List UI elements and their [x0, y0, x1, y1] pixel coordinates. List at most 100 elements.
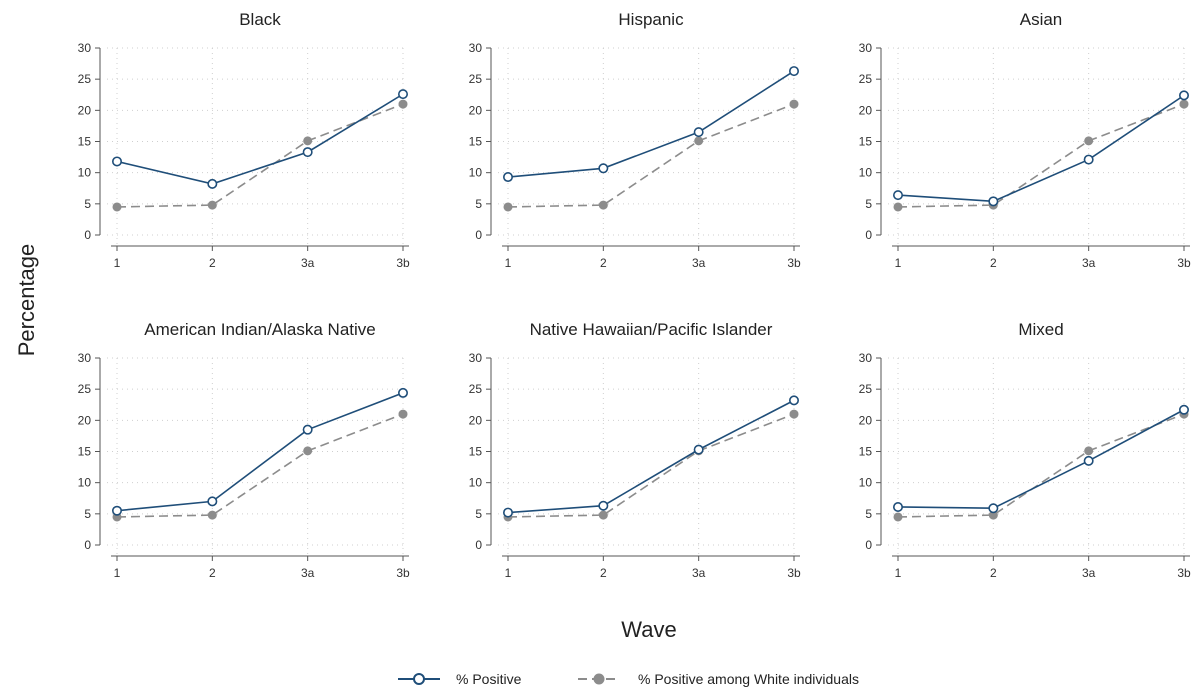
data-point-positive	[502, 507, 513, 518]
y-tick-label: 20	[78, 103, 92, 117]
y-tick-label: 10	[78, 476, 92, 490]
x-tick-label: 3b	[396, 566, 410, 580]
panel-title: Mixed	[1018, 320, 1063, 339]
data-point-white	[893, 202, 903, 212]
x-tick-label: 3a	[1082, 566, 1096, 580]
y-axis-title: Percentage	[14, 244, 39, 357]
data-point-white	[789, 409, 799, 419]
y-tick-label: 15	[78, 445, 92, 459]
data-point-white	[598, 510, 608, 520]
data-point-positive	[1179, 404, 1190, 415]
y-tick-label: 15	[78, 135, 92, 149]
data-point-white	[303, 136, 313, 146]
data-point-positive	[988, 196, 999, 207]
y-tick-label: 15	[469, 445, 483, 459]
data-point-positive	[788, 395, 799, 406]
data-point-positive	[892, 501, 903, 512]
series-line-positive	[507, 399, 795, 514]
series-line-white	[116, 413, 404, 518]
y-tick-label: 5	[84, 197, 91, 211]
data-point-white	[598, 200, 608, 210]
series-line-white	[116, 103, 404, 208]
y-tick-label: 0	[475, 228, 482, 242]
x-tick-label: 1	[505, 566, 512, 580]
series-line-white	[507, 413, 795, 518]
panel-3: American Indian/Alaska Native 0 5 10 15 20 25 3…	[78, 320, 410, 580]
y-tick-label: 0	[84, 538, 91, 552]
series-line-positive	[116, 93, 404, 185]
y-tick-label: 25	[78, 72, 92, 86]
data-point-positive	[598, 500, 609, 511]
y-tick-label: 25	[469, 382, 483, 396]
x-tick-label: 3b	[787, 566, 801, 580]
y-tick-label: 30	[859, 351, 873, 365]
data-point-positive	[112, 505, 123, 516]
data-point-positive	[693, 127, 704, 138]
data-point-positive	[397, 387, 408, 398]
data-point-white	[398, 409, 408, 419]
data-point-white	[1084, 446, 1094, 456]
y-tick-label: 20	[469, 413, 483, 427]
y-tick-label: 10	[859, 476, 873, 490]
data-point-positive	[1083, 154, 1094, 165]
y-tick-label: 0	[475, 538, 482, 552]
x-tick-label: 1	[114, 566, 121, 580]
series-line-white	[897, 103, 1185, 208]
data-point-positive	[397, 89, 408, 100]
data-point-white	[503, 202, 513, 212]
data-point-positive	[112, 156, 123, 167]
legend-marker-white	[593, 673, 605, 685]
y-tick-label: 20	[78, 413, 92, 427]
y-tick-label: 25	[859, 72, 873, 86]
data-point-positive	[988, 503, 999, 514]
panel-4: Native Hawaiian/Pacific Islander 0 5 10 15 20…	[469, 320, 801, 580]
y-tick-label: 5	[865, 197, 872, 211]
data-point-positive	[207, 496, 218, 507]
panel-title: Hispanic	[618, 10, 684, 29]
x-tick-label: 3b	[396, 256, 410, 270]
x-tick-label: 2	[990, 566, 997, 580]
y-tick-label: 10	[469, 476, 483, 490]
x-tick-label: 3b	[1177, 566, 1191, 580]
x-tick-label: 2	[209, 566, 216, 580]
y-tick-label: 5	[475, 197, 482, 211]
y-tick-label: 10	[469, 166, 483, 180]
y-tick-label: 25	[859, 382, 873, 396]
data-point-positive	[892, 190, 903, 201]
panel-title: Asian	[1020, 10, 1063, 29]
y-tick-label: 15	[469, 135, 483, 149]
legend-label-white: % Positive among White individuals	[638, 671, 859, 687]
y-tick-label: 30	[469, 351, 483, 365]
y-tick-label: 15	[859, 135, 873, 149]
data-point-positive	[1083, 455, 1094, 466]
legend-label-positive: % Positive	[456, 671, 522, 687]
data-point-white	[398, 99, 408, 109]
x-tick-label: 2	[209, 256, 216, 270]
legend-marker-positive	[413, 673, 425, 685]
y-tick-label: 30	[78, 351, 92, 365]
y-tick-label: 30	[78, 41, 92, 55]
data-point-white	[112, 202, 122, 212]
x-tick-label: 1	[895, 256, 902, 270]
series-line-white	[507, 103, 795, 208]
data-point-positive	[598, 163, 609, 174]
x-tick-label: 2	[600, 566, 607, 580]
series-line-positive	[897, 94, 1185, 203]
legend: % Positive % Positive among White indivi…	[398, 671, 859, 687]
data-point-positive	[302, 424, 313, 435]
panel-title: American Indian/Alaska Native	[144, 320, 376, 339]
y-tick-label: 0	[84, 228, 91, 242]
data-point-white	[303, 446, 313, 456]
data-point-positive	[788, 66, 799, 77]
y-tick-label: 30	[859, 41, 873, 55]
x-tick-label: 3b	[787, 256, 801, 270]
series-line-positive	[897, 409, 1185, 510]
series-line-positive	[507, 70, 795, 178]
data-point-white	[207, 200, 217, 210]
data-point-positive	[693, 444, 704, 455]
y-tick-label: 0	[865, 228, 872, 242]
data-point-positive	[1179, 90, 1190, 101]
panel-title: Black	[239, 10, 281, 29]
